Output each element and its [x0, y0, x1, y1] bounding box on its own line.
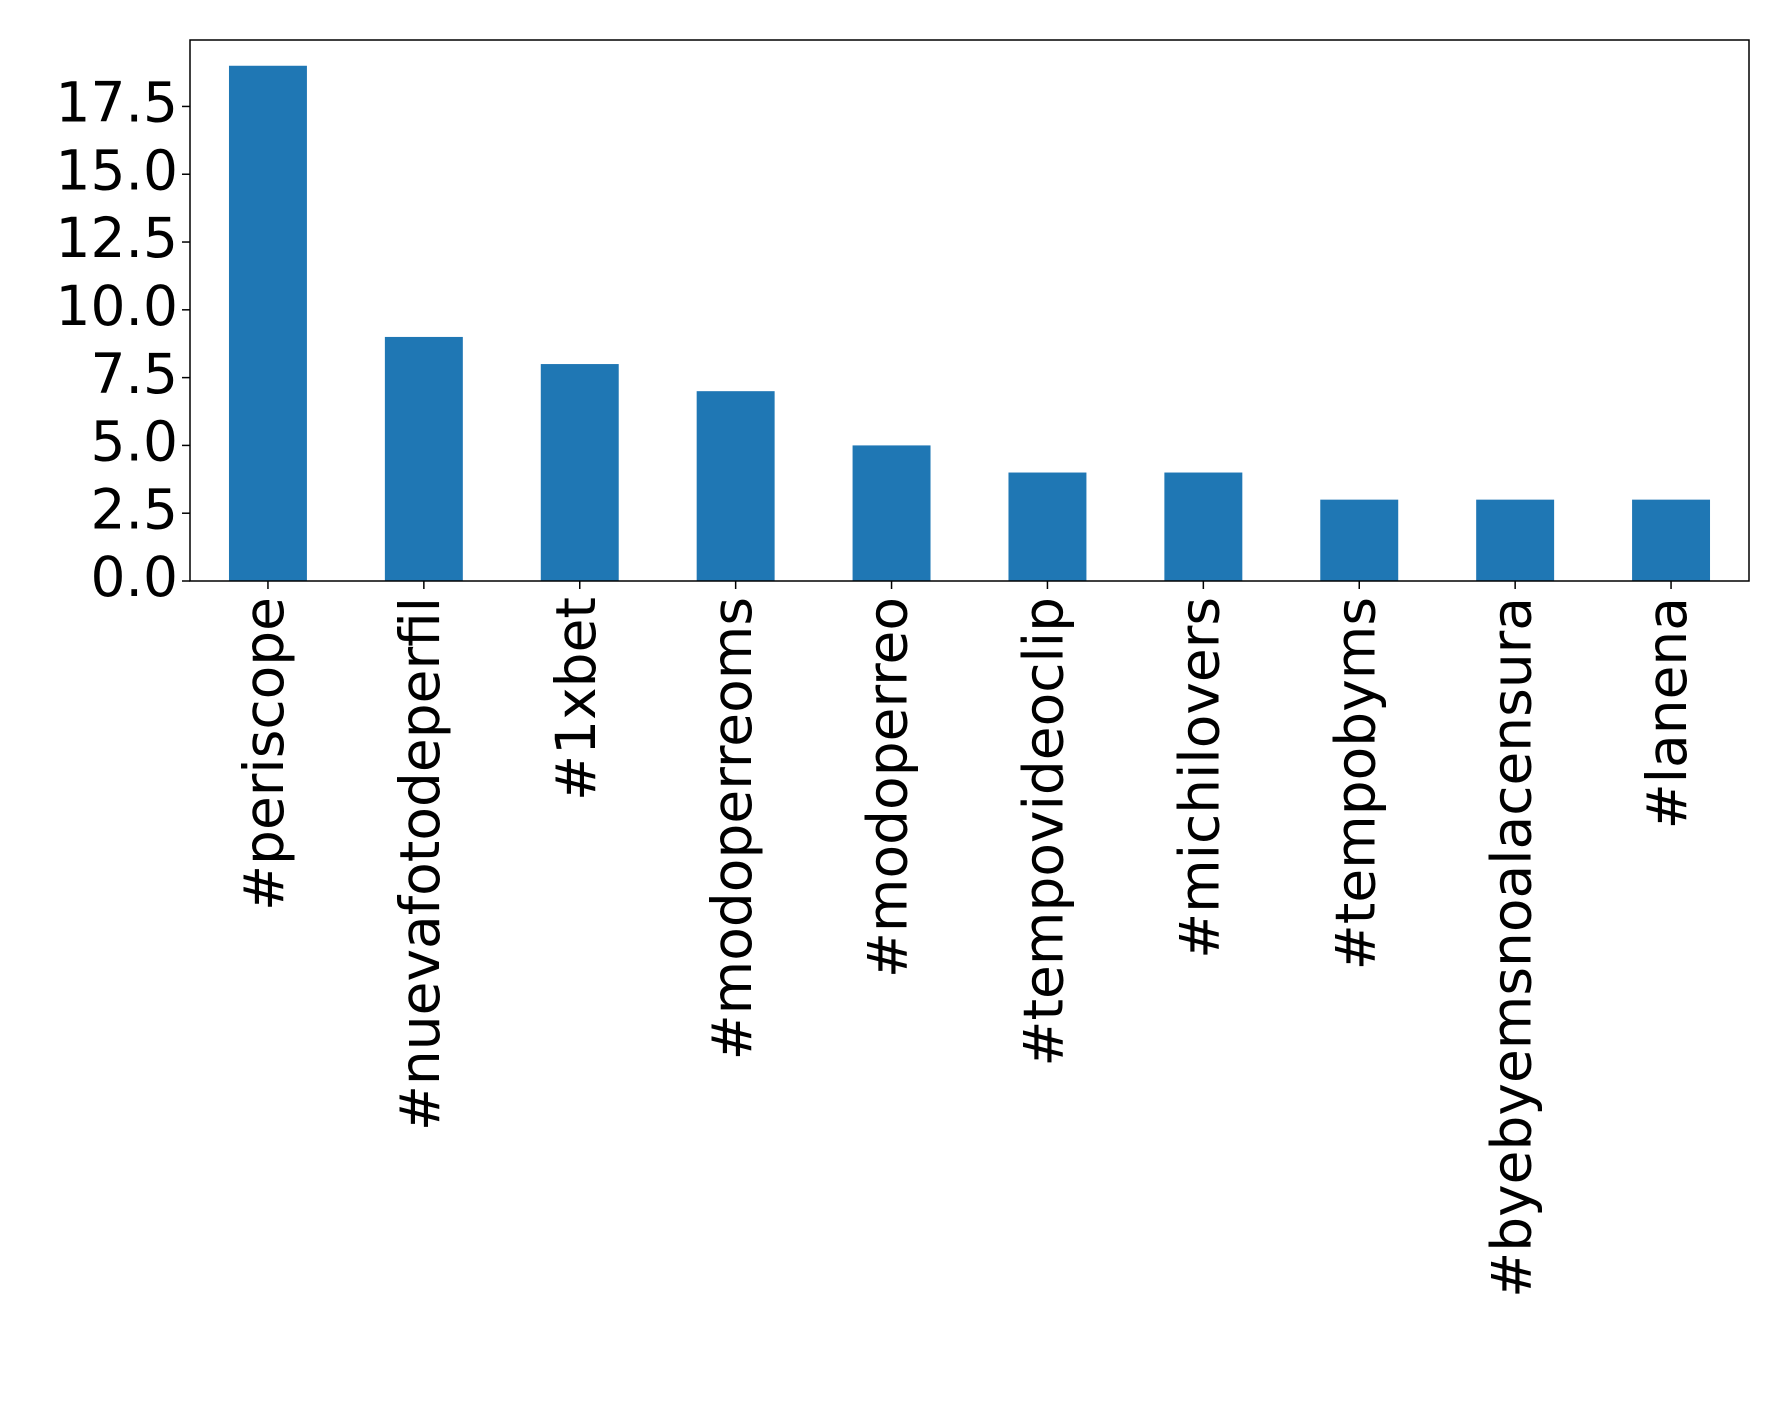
- axes-frame: [189, 39, 1750, 582]
- y-tick-label: 17.5: [56, 71, 178, 135]
- x-tick-label: #modoperreo: [856, 597, 920, 978]
- bar: [1320, 499, 1399, 581]
- x-tick-label: #byebyemsnoalacensura: [1479, 597, 1543, 1298]
- bar: [852, 445, 931, 581]
- bar: [696, 391, 775, 581]
- x-tick-label: #tempobyms: [1323, 597, 1387, 970]
- bar: [1164, 472, 1243, 581]
- bar: [384, 336, 463, 581]
- x-tick-label: #nuevafotodeperfil: [388, 597, 452, 1131]
- bar: [540, 364, 619, 581]
- y-tick-label: 7.5: [91, 342, 178, 406]
- x-tick-label: #lanena: [1635, 597, 1699, 829]
- y-tick-label: 12.5: [56, 206, 178, 270]
- bar: [1476, 499, 1555, 581]
- y-tick-label: 15.0: [56, 138, 178, 202]
- bar: [1008, 472, 1087, 581]
- y-tick-label: 10.0: [56, 274, 178, 338]
- x-tick-label: #periscope: [232, 597, 296, 911]
- x-tick-label: #michilovers: [1167, 597, 1231, 959]
- bar: [228, 65, 307, 581]
- x-tick-label: #1xbet: [544, 597, 608, 801]
- x-tick-label: #tempovideoclip: [1012, 597, 1076, 1067]
- x-tick-label: #modoperreoms: [700, 597, 764, 1060]
- bar: [1632, 499, 1711, 581]
- y-tick-label: 2.5: [91, 477, 178, 541]
- y-tick-label: 5.0: [91, 410, 178, 474]
- y-tick-label: 0.0: [91, 545, 178, 609]
